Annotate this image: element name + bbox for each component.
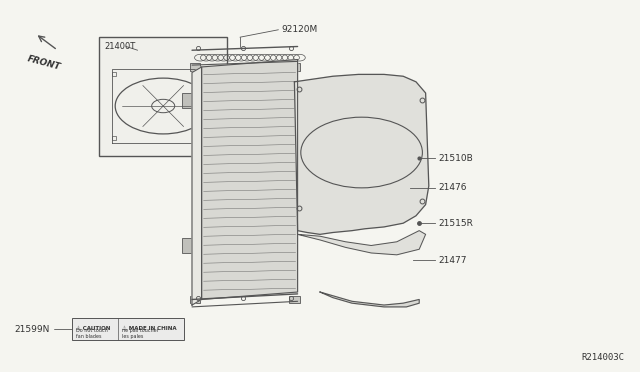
Bar: [190, 63, 200, 71]
Text: ⚠ MADE IN CHINA: ⚠ MADE IN CHINA: [122, 326, 176, 331]
Polygon shape: [298, 231, 426, 255]
Polygon shape: [294, 74, 429, 234]
Bar: [190, 296, 200, 303]
Text: 92120M: 92120M: [282, 25, 318, 33]
Bar: [289, 296, 300, 303]
Polygon shape: [192, 67, 202, 305]
Text: FRONT: FRONT: [26, 54, 61, 71]
Bar: [182, 238, 195, 253]
Bar: [208, 102, 220, 110]
Text: 21476: 21476: [438, 183, 467, 192]
Text: 21510B: 21510B: [438, 154, 473, 163]
Text: R214003C: R214003C: [581, 353, 624, 362]
Bar: [289, 63, 300, 71]
Text: Do not touch
fan blades: Do not touch fan blades: [76, 328, 108, 339]
Text: 21599N: 21599N: [14, 325, 49, 334]
Bar: [182, 93, 195, 108]
FancyBboxPatch shape: [72, 318, 184, 340]
Text: 21515R: 21515R: [438, 219, 473, 228]
Bar: [99, 37, 227, 156]
Polygon shape: [320, 292, 419, 307]
Text: 21477: 21477: [438, 256, 467, 265]
Text: 21400T: 21400T: [104, 42, 136, 51]
Polygon shape: [202, 60, 298, 299]
Text: ne pas toucher
les pales: ne pas toucher les pales: [122, 328, 158, 339]
Text: ⚠ CAUTION: ⚠ CAUTION: [76, 326, 110, 331]
